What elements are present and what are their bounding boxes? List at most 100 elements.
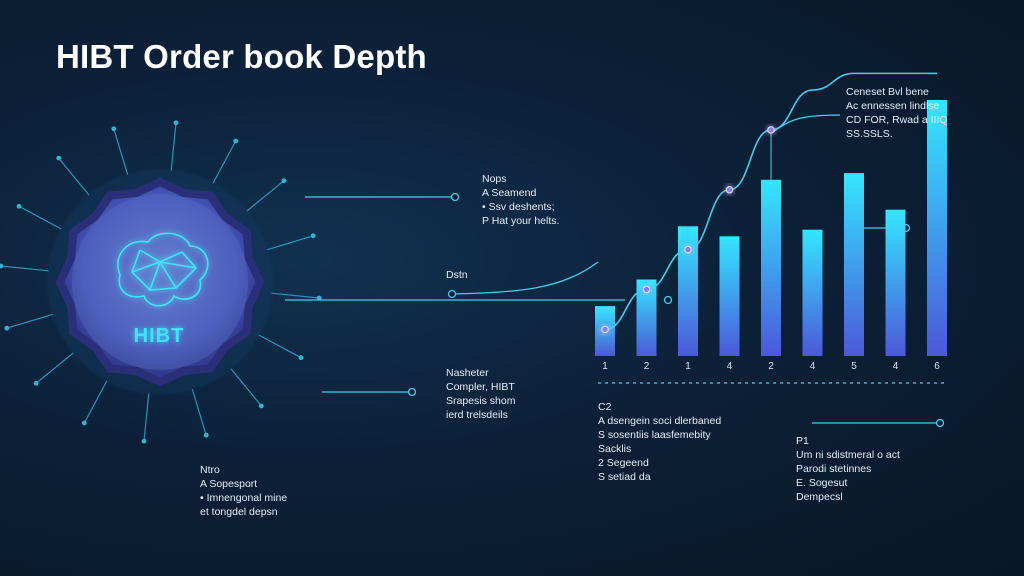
- bar: [719, 236, 740, 356]
- note-line: Sacklis: [598, 443, 632, 455]
- note-bottom-right: P1 Um ni sdistmeral o act Parodi stetinn…: [796, 434, 900, 504]
- note-mid-upper: Nops A Seamend • Ssv deshents; P Hat you…: [482, 172, 559, 228]
- bar: [885, 209, 906, 356]
- note-line: Dstn: [446, 269, 468, 281]
- ray-line: [35, 352, 74, 384]
- curve-point: [725, 186, 734, 194]
- page-title: HIBT Order book Depth: [56, 38, 427, 75]
- note-line: ierd trelsdeils: [446, 409, 508, 421]
- x-tick-label: 1: [602, 361, 608, 372]
- ray-line: [258, 334, 302, 359]
- ray-dot: [281, 178, 287, 184]
- note-line: Nops: [482, 173, 507, 185]
- ray-dot: [310, 233, 316, 239]
- note-top-right: Ceneset Bvl bene Ac ennessen lindlse CD …: [846, 85, 948, 141]
- connector-node: [447, 289, 457, 299]
- ray-dot: [233, 138, 239, 144]
- ray-line: [271, 292, 320, 299]
- note-line: • Imnengonal mine: [200, 492, 288, 504]
- note-line: P1: [796, 435, 809, 447]
- note-line: Ceneset Bvl bene: [846, 86, 929, 98]
- ray-line: [58, 157, 90, 196]
- ray-dot: [111, 126, 117, 132]
- depth-curve-line: [604, 72, 937, 331]
- bar: [678, 226, 698, 356]
- ray-dot: [258, 403, 264, 409]
- ray-line: [246, 180, 285, 212]
- curve-point: [684, 245, 692, 254]
- note-line: 2 Segeend: [598, 457, 649, 469]
- hibt-badge: [48, 170, 272, 394]
- note-line: CD FOR, Rwad a IIIQ: [846, 114, 948, 126]
- note-line: Dempecsl: [796, 491, 843, 503]
- ray-line: [170, 122, 177, 171]
- brain-network-icon: [117, 232, 209, 307]
- ray-dot: [81, 420, 87, 426]
- bar: [802, 229, 823, 356]
- ray-dot: [173, 120, 179, 126]
- curve-point: [767, 126, 775, 134]
- note-line: Srapesis shom: [446, 395, 516, 407]
- ray-line: [83, 380, 108, 424]
- x-tick-label: 4: [893, 361, 899, 372]
- ray-dot: [0, 263, 4, 269]
- ray-dot: [16, 203, 22, 209]
- note-depth: Dstn: [446, 268, 468, 282]
- x-tick-label: 1: [685, 361, 691, 372]
- curve-point: [601, 325, 609, 334]
- ray-dot: [203, 432, 209, 438]
- note-line: C2: [598, 401, 612, 413]
- bar: [844, 173, 864, 356]
- note-line: S setiad da: [598, 471, 651, 483]
- ray-line: [230, 368, 262, 407]
- connector-node: [935, 418, 945, 428]
- note-line: E. Sogesut: [796, 477, 848, 489]
- ray-line: [18, 205, 62, 230]
- ray-dot: [4, 325, 10, 331]
- bar-series: [595, 100, 947, 356]
- note-line: P Hat your helts.: [482, 215, 560, 227]
- bar: [636, 279, 657, 356]
- ray-dot: [33, 380, 39, 386]
- ray-line: [0, 265, 49, 272]
- x-tick-label: 4: [727, 361, 733, 372]
- note-mid-lower: Nasheter Compler, HIBT Srapesis shom ier…: [446, 366, 515, 422]
- note-bottom-mid: C2 A dsengein soci dlerbaned S sosentiis…: [598, 400, 721, 484]
- bar: [927, 100, 947, 356]
- x-tick-label: 6: [934, 361, 940, 372]
- ray-line: [143, 393, 150, 442]
- note-line: A Seamend: [482, 187, 537, 199]
- badge-label: HIBT: [133, 325, 185, 347]
- radiating-lines: [0, 120, 322, 444]
- curve-point: [642, 285, 651, 294]
- x-tick-label: 5: [851, 361, 857, 372]
- note-line: Compler, HIBT: [446, 381, 515, 393]
- note-line: Ac ennessen lindlse: [846, 100, 940, 112]
- note-line: SS.SSLS.: [846, 128, 893, 140]
- ray-dot: [141, 438, 147, 444]
- note-line: et tongdel depsn: [200, 506, 278, 518]
- ray-line: [212, 140, 237, 184]
- x-tick-label: 4: [810, 361, 816, 372]
- ray-dot: [316, 295, 322, 301]
- connector-node: [663, 295, 673, 305]
- note-line: Parodi stetinnes: [796, 463, 872, 475]
- x-tick-label: 2: [644, 361, 650, 372]
- connector-node: [450, 192, 460, 202]
- ray-line: [6, 313, 53, 329]
- ray-dot: [56, 155, 62, 161]
- note-line: Ntro: [200, 464, 220, 476]
- depth-curve: [601, 72, 937, 334]
- note-line: S sosentiis laasfemebity: [598, 429, 711, 441]
- note-line: Nasheter: [446, 367, 489, 379]
- note-line: • Ssv deshents;: [482, 201, 555, 213]
- note-bottom-left: Ntro A Sopesport • Imnengonal mine et to…: [200, 463, 287, 519]
- x-tick-labels: 1 2 1 4 2 4 5 4 6: [602, 361, 940, 372]
- connector-lines: [285, 114, 940, 424]
- note-line: A dsengein soci dlerbaned: [598, 415, 722, 427]
- note-line: Um ni sdistmeral o act: [796, 449, 900, 461]
- bar: [761, 179, 781, 356]
- ray-line: [267, 235, 314, 251]
- x-tick-label: 2: [768, 361, 774, 372]
